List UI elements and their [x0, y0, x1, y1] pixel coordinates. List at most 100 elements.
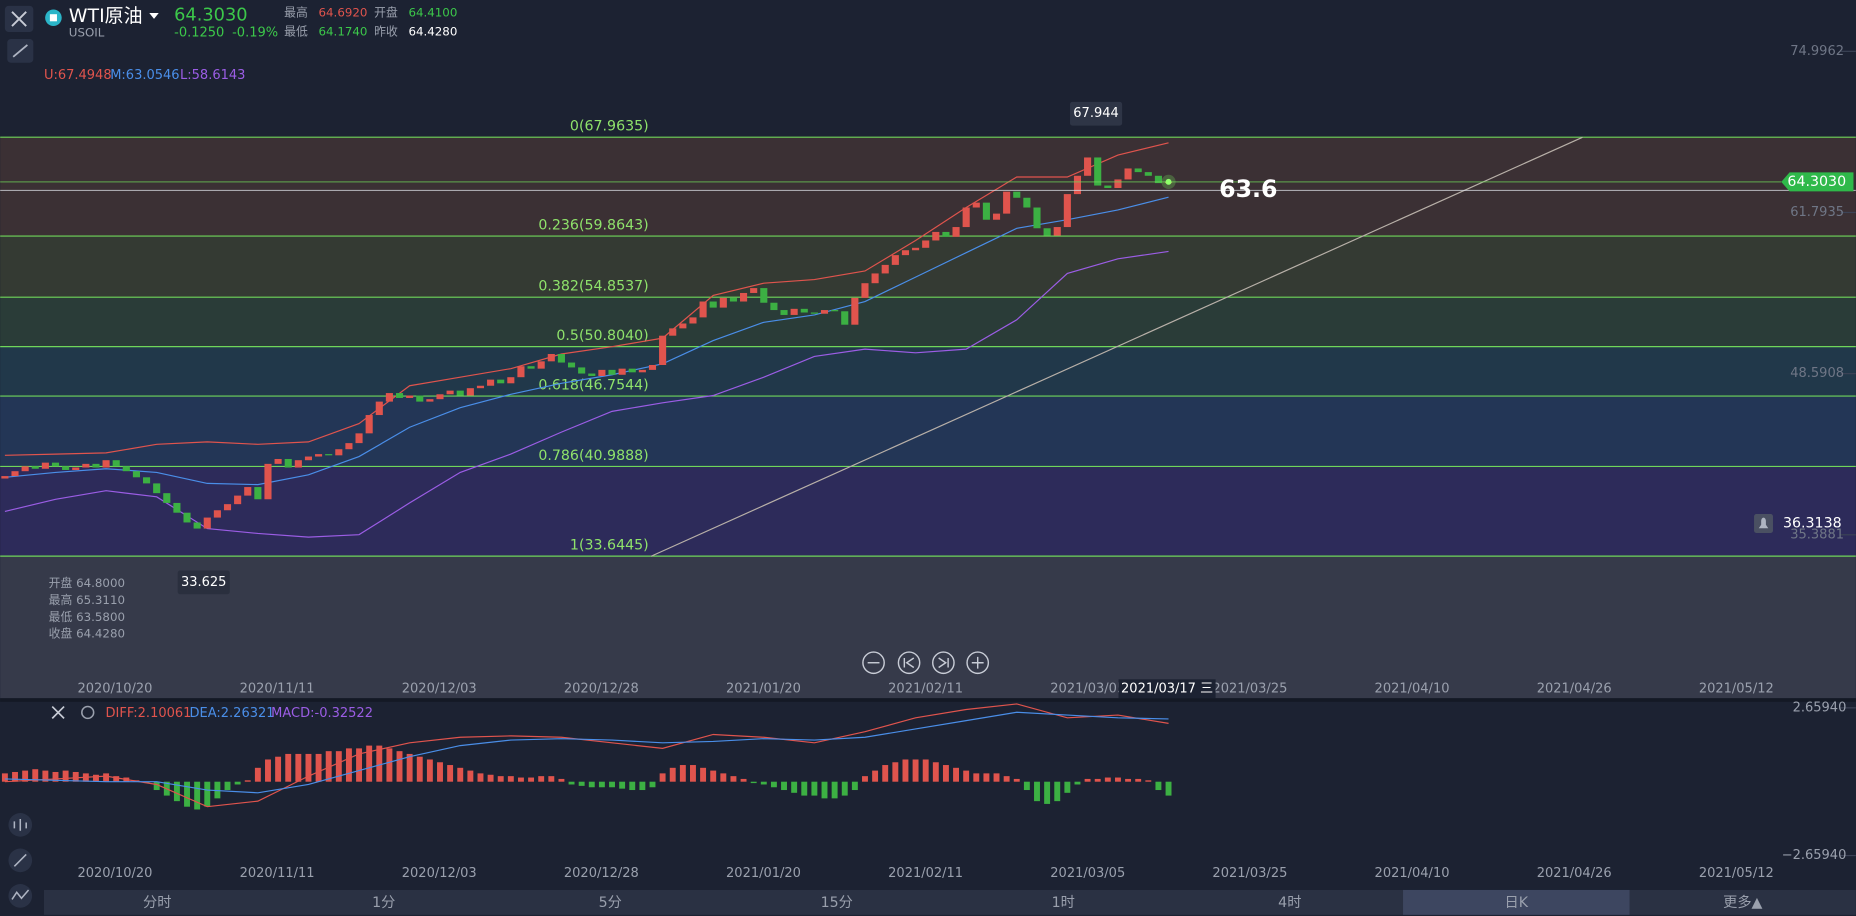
y-tick-label: 48.5908 — [1790, 366, 1844, 381]
macd-bar — [862, 776, 868, 782]
macd-bar — [720, 773, 727, 782]
tab[interactable]: 5分 — [599, 895, 622, 911]
ohlc-info: 收盘 64.4280 — [49, 627, 125, 641]
tab-selected — [1403, 889, 1630, 915]
candle — [820, 310, 829, 314]
macd-bar — [1135, 778, 1142, 782]
macd-bar — [690, 765, 696, 782]
macd-bar — [1104, 777, 1111, 782]
macd-bar — [902, 759, 909, 782]
macd-bar — [770, 781, 777, 788]
y-tick-label: 61.7935 — [1790, 205, 1844, 220]
macd-bar — [841, 781, 848, 796]
candle — [537, 361, 545, 369]
macd-legend: MACD:-0.32522 — [271, 706, 373, 721]
macd-bar — [1094, 778, 1101, 782]
macd-bar — [224, 781, 231, 791]
tab[interactable]: 1时 — [1052, 895, 1075, 911]
macd-bar — [953, 767, 960, 782]
macd-bar — [416, 756, 423, 782]
macd-bar — [345, 748, 352, 782]
jump-start[interactable] — [897, 651, 921, 675]
x-tick-label: 2020/11/11 — [240, 866, 315, 881]
macd-bar — [629, 781, 636, 791]
candle — [578, 367, 586, 374]
candle — [426, 399, 434, 402]
macd-bar — [366, 745, 373, 782]
candle — [992, 213, 1001, 220]
zoom-in[interactable] — [966, 651, 990, 675]
candle — [294, 460, 302, 468]
tab[interactable]: 更多▲ — [1723, 894, 1762, 911]
macd-bar — [376, 745, 383, 782]
dropdown[interactable] — [149, 13, 159, 19]
candle — [891, 255, 899, 265]
candle — [92, 463, 100, 468]
candle — [608, 369, 616, 375]
candle — [325, 454, 333, 456]
candle — [922, 240, 930, 248]
candle — [527, 366, 535, 369]
candle — [203, 517, 211, 529]
candle — [790, 308, 798, 315]
macd-bar — [1034, 781, 1040, 802]
fib-label: 0.382(54.8537) — [538, 279, 648, 295]
candle — [143, 477, 151, 484]
candle — [487, 379, 495, 386]
candle — [183, 512, 191, 523]
tab[interactable]: 1分 — [372, 895, 395, 911]
macd-bar — [1125, 778, 1132, 782]
band-legend: L:58.6143 — [180, 68, 245, 83]
candle — [588, 373, 596, 376]
candle — [598, 369, 606, 376]
x-tick-label: 2021/01/20 — [726, 866, 801, 881]
macd-bar — [973, 773, 980, 782]
tab[interactable]: 15分 — [821, 895, 853, 911]
jump-end[interactable] — [932, 651, 955, 675]
macd-bar — [639, 781, 646, 791]
candle — [740, 292, 748, 302]
macd-y-tick-label: 2.65940 — [1793, 700, 1847, 715]
symbol-icon-inner — [49, 14, 57, 22]
candle — [719, 297, 727, 308]
macd-bar — [892, 762, 899, 782]
tab[interactable]: 4时 — [1278, 895, 1301, 911]
macd-settings[interactable] — [81, 705, 95, 720]
side-tools — [8, 813, 33, 908]
macd-legend: DEA:2.26321 — [190, 706, 275, 721]
candle — [760, 288, 768, 303]
fib-label: 0.5(50.8040) — [556, 328, 648, 344]
macd-legend: DIFF:2.10061 — [105, 706, 191, 721]
candle — [466, 388, 474, 396]
candle — [659, 335, 667, 365]
x-tick-label: 2021/02/11 — [888, 866, 963, 881]
candle — [345, 443, 353, 450]
x-tick-label: 2021/04/26 — [1537, 681, 1612, 696]
macd-bar — [447, 765, 454, 782]
icon — [971, 656, 984, 669]
macd-bar — [173, 781, 180, 802]
macd-bar — [679, 765, 686, 782]
macd-bar — [285, 753, 292, 782]
macd-bar — [244, 780, 251, 782]
fib-label: 0(67.9635) — [570, 119, 649, 135]
candle — [365, 415, 373, 434]
candle — [648, 364, 657, 370]
tab[interactable]: 分时 — [143, 895, 171, 911]
zoom-out[interactable] — [862, 651, 885, 675]
icon — [11, 889, 30, 900]
title: WTI原油 — [69, 5, 143, 27]
y-tick-label: 74.9962 — [1790, 44, 1844, 59]
macd-bar — [1023, 781, 1030, 791]
macd-bar — [538, 776, 545, 782]
alert-label: 36.3138 — [1783, 516, 1842, 532]
x-tick-label: 2021/05/12 — [1699, 681, 1774, 696]
crosshair-date-box — [1118, 679, 1216, 699]
macd-bar — [406, 753, 413, 782]
macd-bar — [781, 781, 787, 791]
macd-close[interactable] — [51, 705, 65, 719]
candle — [770, 302, 778, 311]
tab[interactable]: 日K — [1505, 895, 1529, 911]
macd-bar — [821, 781, 828, 799]
macd-y-tick-label: −2.65940 — [1782, 848, 1847, 863]
